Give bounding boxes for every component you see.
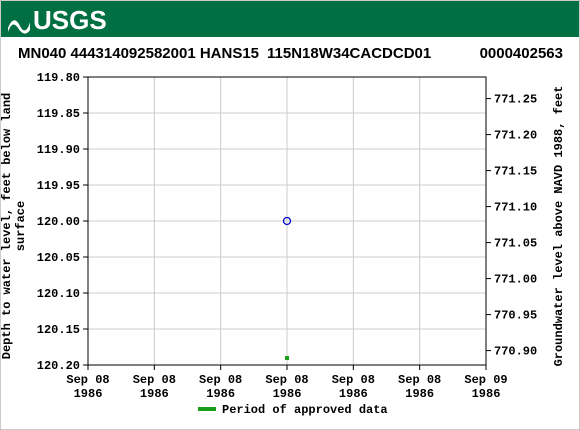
data-point [282, 216, 292, 226]
y-tick-label: 119.95 [37, 179, 80, 193]
logo-text: USGS [33, 5, 107, 35]
x-tick-label: Sep 08 1986 [265, 373, 308, 401]
x-tick-label: Sep 08 1986 [398, 373, 441, 401]
x-tick-label: Sep 08 1986 [199, 373, 242, 401]
y-tick-label: 120.05 [37, 251, 80, 265]
y-axis-label: Depth to water level, feet below landsur… [0, 93, 28, 359]
x-tick-label: Sep 08 1986 [332, 373, 375, 401]
plot-border [87, 76, 487, 366]
logo-icon [8, 20, 30, 34]
y-tick-label: 119.90 [37, 143, 80, 157]
y-tick-label: 120.10 [37, 287, 80, 301]
y2-tick-label: 771.20 [494, 129, 537, 143]
x-tick-label: Sep 08 1986 [66, 373, 109, 401]
header-bar [1, 1, 579, 37]
title-id: 0000402563 [480, 45, 563, 62]
title-location: 115N18W34CACDCD01 [267, 45, 431, 62]
y-tick-label: 119.85 [37, 107, 80, 121]
title-site: MN040 444314092582001 HANS15 [18, 45, 259, 62]
x-tick-label: Sep 08 1986 [133, 373, 176, 401]
y2-tick-label: 770.90 [494, 345, 537, 359]
approved-period-mark [285, 356, 289, 360]
y2-tick-label: 771.15 [494, 165, 537, 179]
y2-tick-label: 770.95 [494, 309, 537, 323]
y-tick-label: 120.00 [37, 215, 80, 229]
y2-tick-label: 771.10 [494, 201, 537, 215]
y2-tick-label: 771.05 [494, 237, 537, 251]
y2-axis-label: Groundwater level above NAVD 1988, feet [552, 86, 566, 367]
y-tick-label: 119.80 [37, 71, 80, 85]
x-tick-label: Sep 09 1986 [464, 373, 507, 401]
y-tick-label: 120.20 [37, 359, 80, 373]
y2-tick-label: 771.00 [494, 273, 537, 287]
y-tick-label: 120.15 [37, 323, 80, 337]
legend-label: Period of approved data [222, 403, 388, 417]
y2-tick-label: 771.25 [494, 93, 537, 107]
